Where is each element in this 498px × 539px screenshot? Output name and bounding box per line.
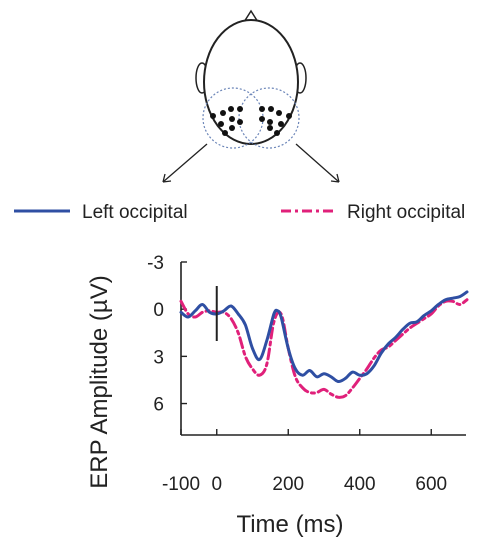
x-tick-label: 0 [211,474,222,495]
right-pointer-arrow [295,143,340,183]
x-tick-label: -100 [162,474,200,495]
series-layer [179,290,469,399]
electrode [259,116,265,122]
plot-area: -3 0 3 6 -100 0 200 400 600 [147,253,469,495]
electrode [229,125,235,131]
y-tick-label: -3 [147,253,164,274]
y-tick-label: 3 [153,347,164,368]
electrode [218,121,224,127]
x-tick-label: 200 [272,474,304,495]
electrode [259,106,265,112]
series-line-left-occipital [179,290,469,384]
electrode [237,119,243,125]
electrode [229,116,235,122]
x-tick-label: 400 [344,474,376,495]
x-axis-ticks: -100 0 200 400 600 [162,429,447,495]
x-axis-title: Time (ms) [236,511,343,538]
electrode [274,130,280,136]
legend-label-left-occipital: Left occipital [82,202,188,223]
y-axis-title: ERP Amplitude (µV) [86,275,113,488]
electrode [222,130,228,136]
electrode [276,110,282,116]
y-axis-ticks: -3 0 3 6 [147,253,187,416]
y-tick-label: 0 [153,300,164,321]
electrode [278,121,284,127]
legend: Left occipital Right occipital [14,202,465,223]
electrode [286,113,292,119]
head-diagram [162,9,340,183]
nose-icon [243,9,259,23]
electrode [228,106,234,112]
right-arrowhead-icon [330,173,340,183]
right-electrode-region [238,87,300,149]
x-tick-label: 600 [415,474,447,495]
head-outline [203,19,299,145]
left-arrowhead-icon [162,173,172,183]
electrode [267,119,273,125]
legend-label-right-occipital: Right occipital [347,202,465,223]
electrode [220,110,226,116]
left-pointer-arrow [162,143,208,183]
y-tick-label: 6 [153,395,164,416]
electrode [210,113,216,119]
electrode [268,106,274,112]
electrode [267,125,273,131]
left-electrode-cluster [210,106,243,136]
electrode [237,106,243,112]
right-electrode-cluster [259,106,292,136]
